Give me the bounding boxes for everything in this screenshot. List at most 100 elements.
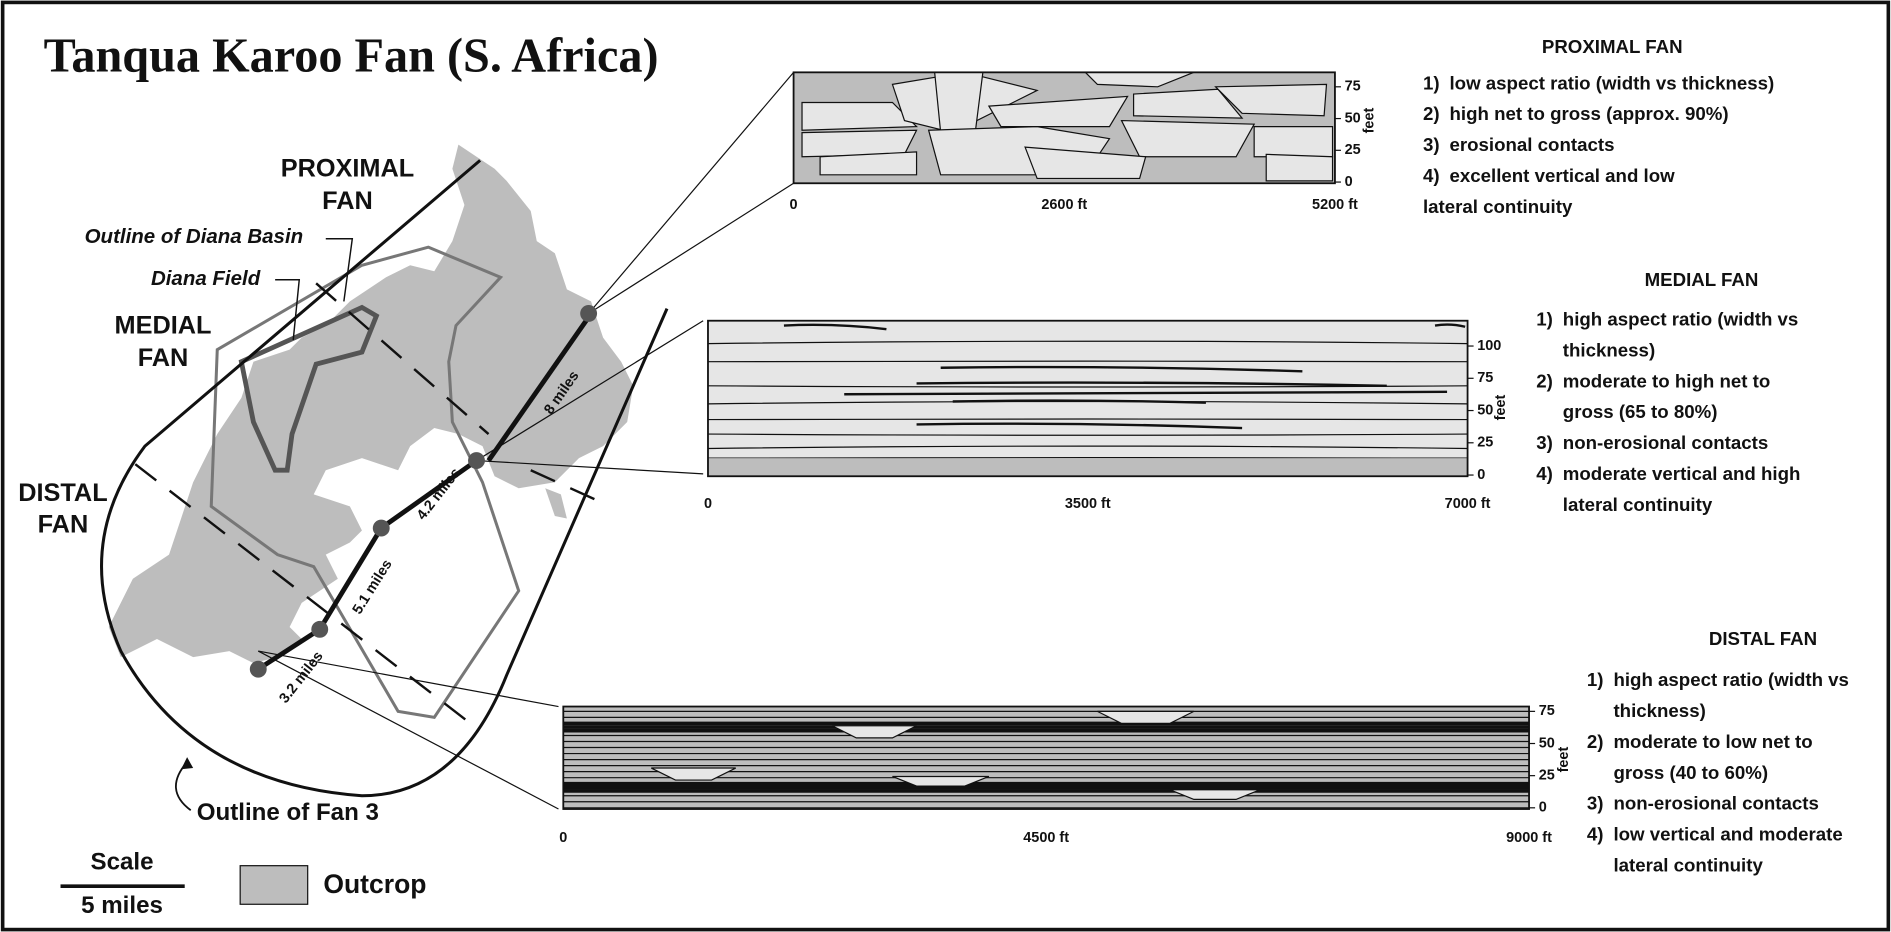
location-dot <box>372 519 390 537</box>
item-number: 3) <box>1423 134 1440 155</box>
panel-title: MEDIAL FAN <box>1645 269 1759 290</box>
connector <box>588 182 794 314</box>
sand-body <box>1132 88 1244 119</box>
item-text: high aspect ratio (width vs <box>1613 669 1849 690</box>
boundary-line <box>315 282 490 435</box>
sections: 0 2600 ft 5200 ft 75 50 25 0 feet 0 3500 ft 7000 f… <box>559 71 1572 846</box>
sand-body <box>1169 789 1261 800</box>
connector <box>258 650 559 708</box>
bed <box>707 456 1468 459</box>
item-text: moderate vertical and high <box>1563 463 1801 484</box>
section-fill <box>707 320 1468 477</box>
x-tick-label: 3500 ft <box>1065 496 1111 512</box>
item-number: 3) <box>1587 793 1604 814</box>
item-text: lateral continuity <box>1613 854 1763 875</box>
sand-body <box>651 767 736 781</box>
x-tick-label: 7000 ft <box>1445 496 1491 512</box>
bed <box>707 360 1468 363</box>
map-label: Outline of Diana Basin <box>85 225 304 248</box>
item-text: moderate to high net to <box>1563 370 1770 391</box>
sand-body <box>1024 146 1147 180</box>
sand-body <box>831 725 917 739</box>
legend-label: Scale <box>91 849 154 876</box>
item-text: lateral continuity <box>1563 494 1713 515</box>
y-tick-label: 25 <box>1477 435 1493 451</box>
bed <box>707 433 1468 436</box>
location-dot <box>580 305 598 322</box>
item-text: non-erosional contacts <box>1563 432 1768 453</box>
map-label: FAN <box>138 344 189 372</box>
bed <box>707 418 1468 421</box>
bed <box>707 340 1468 345</box>
location-dot <box>468 452 485 470</box>
section-border <box>562 705 1530 810</box>
lens <box>940 365 1303 373</box>
panel-title: PROXIMAL FAN <box>1542 36 1683 57</box>
y-tick-label: 50 <box>1477 402 1493 418</box>
diana-basin-outline <box>209 245 521 720</box>
item-number: 1) <box>1536 309 1553 330</box>
title: Tanqua Karoo Fan (S. Africa) <box>44 29 659 82</box>
item-text: gross (65 to 80%) <box>1563 401 1718 422</box>
x-tick-label: 0 <box>790 197 798 213</box>
item-text: thickness) <box>1563 340 1655 361</box>
boundary-line <box>530 469 598 502</box>
panels: PROXIMAL FAN 1) low aspect ratio (width vs… <box>1423 36 1849 875</box>
map-label: Diana Field <box>151 267 261 290</box>
item-text: thickness) <box>1613 700 1705 721</box>
legend: Scale 5 miles Outcrop <box>60 849 426 919</box>
sand-body <box>1253 125 1334 158</box>
sand-body <box>801 101 918 131</box>
y-axis-label: feet <box>1556 747 1572 773</box>
y-tick-label: 0 <box>1345 174 1353 190</box>
bed <box>707 445 1468 450</box>
section-border <box>792 71 1336 185</box>
x-tick-label: 0 <box>704 496 712 512</box>
item-text: non-erosional contacts <box>1613 793 1818 814</box>
item-text: erosional contacts <box>1449 134 1614 155</box>
map-label: MEDIAL <box>115 311 212 339</box>
map-label: PROXIMAL <box>281 155 415 183</box>
x-tick-label: 4500 ft <box>1023 830 1069 846</box>
connector <box>476 320 704 462</box>
cross-section: 0 2600 ft 5200 ft 75 50 25 0 feet <box>790 71 1378 213</box>
y-tick-label: 75 <box>1477 370 1493 386</box>
panel-title: DISTAL FAN <box>1709 628 1817 649</box>
item-text: low aspect ratio (width vs thickness) <box>1449 72 1774 93</box>
distance-line <box>317 526 384 631</box>
cross-section: 0 3500 ft 7000 ft 100 75 50 25 0 feet <box>704 319 1509 512</box>
distance-label: 4.2 miles <box>414 465 464 523</box>
legend-label: 5 miles <box>81 892 163 919</box>
lens <box>1434 323 1466 328</box>
lens <box>952 399 1206 404</box>
y-tick-label: 0 <box>1477 467 1485 483</box>
item-text: excellent vertical and low <box>1449 165 1675 186</box>
diana-field-outline <box>238 304 380 473</box>
item-number: 2) <box>1423 103 1440 124</box>
lens <box>783 323 887 331</box>
location-dot <box>249 660 267 678</box>
sand-body <box>892 775 990 787</box>
item-text: lateral continuity <box>1423 196 1573 217</box>
sand-body <box>1265 153 1334 182</box>
y-axis-label: feet <box>1493 394 1509 420</box>
y-tick-label: 50 <box>1345 110 1361 126</box>
y-tick-label: 75 <box>1539 703 1555 719</box>
leader <box>275 278 301 341</box>
x-tick-label: 2600 ft <box>1041 197 1087 213</box>
fan-outline <box>100 159 669 798</box>
x-tick-label: 5200 ft <box>1312 197 1358 213</box>
connector <box>476 459 704 475</box>
sand-body <box>819 151 918 176</box>
outcrop-island <box>545 488 567 519</box>
distance-label: 3.2 miles <box>276 648 326 706</box>
sand-body <box>1120 119 1256 158</box>
sand-body <box>987 95 1129 128</box>
item-number: 2) <box>1536 370 1553 391</box>
section-base <box>707 458 1468 477</box>
lens <box>916 422 1243 430</box>
arrowhead <box>181 757 194 770</box>
item-text: low vertical and moderate <box>1613 823 1842 844</box>
